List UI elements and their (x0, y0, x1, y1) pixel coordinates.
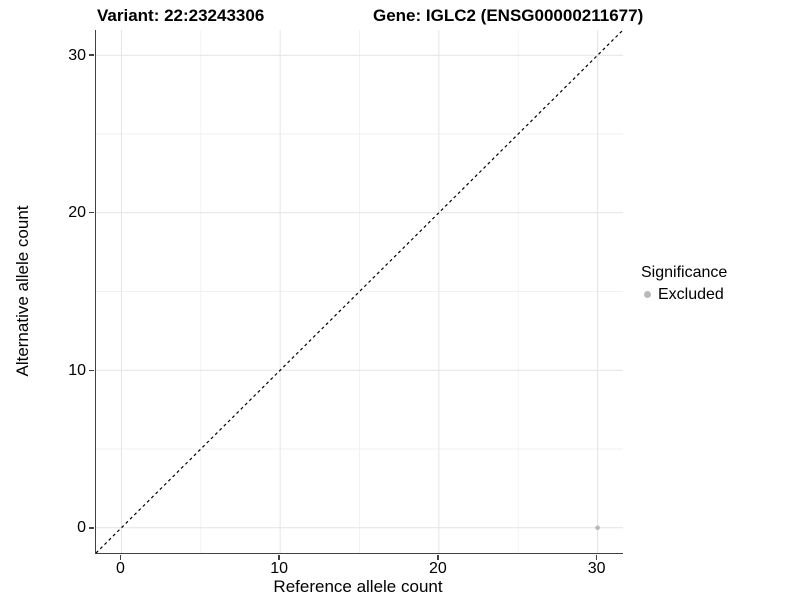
gene-title: Gene: IGLC2 (ENSG00000211677) (373, 6, 644, 25)
y-axis-title: Alternative allele count (13, 205, 32, 377)
panel-canvas (96, 30, 623, 553)
legend-entry: Excluded (641, 285, 727, 304)
legend-title: Significance (641, 264, 728, 281)
x-axis-tick (278, 554, 280, 560)
y-axis-tick (88, 54, 94, 56)
x-tick-label: 20 (428, 560, 447, 577)
x-tick-label: 10 (270, 560, 289, 577)
plot-panel (95, 30, 623, 554)
legend-entry-label: Excluded (658, 286, 724, 303)
x-axis-title: Reference allele count (273, 577, 443, 596)
identity-line (96, 30, 623, 553)
x-tick-label: 0 (115, 560, 125, 577)
y-tick-label: 30 (68, 46, 86, 64)
data-point (595, 525, 600, 531)
x-axis-tick (437, 554, 439, 560)
y-tick-label: 20 (68, 204, 86, 222)
x-axis-tick (595, 554, 598, 560)
y-tick-label: 10 (68, 361, 86, 379)
y-axis-tick (88, 527, 94, 529)
x-tick-label: 30 (587, 560, 606, 577)
variant-title: Variant: 22:23243306 (97, 6, 265, 25)
legend-key-dot-icon (644, 291, 651, 298)
x-axis-tick (119, 554, 122, 560)
y-tick-label: 0 (77, 519, 86, 537)
legend: Significance Excluded (641, 263, 727, 304)
y-axis-tick (88, 211, 94, 214)
y-axis-tick (88, 369, 94, 371)
